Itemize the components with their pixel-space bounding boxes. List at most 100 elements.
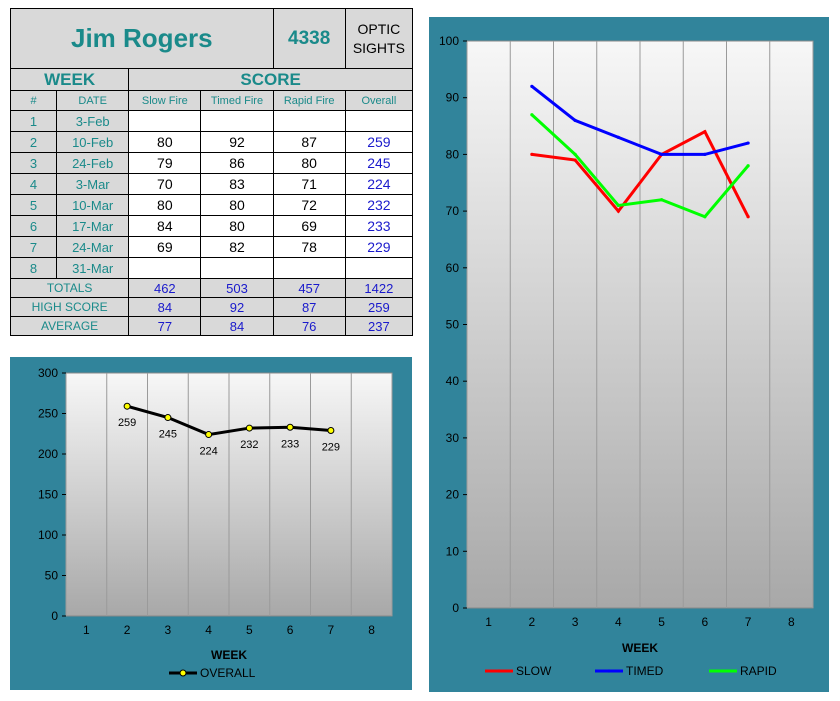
col-header-slow: Slow Fire bbox=[128, 90, 202, 111]
score-cell-date: 17-Mar bbox=[56, 215, 130, 237]
score-cell-overall: 224 bbox=[344, 173, 414, 195]
score-cell-timed: 92 bbox=[200, 131, 274, 153]
legend-label-slow: SLOW bbox=[516, 664, 552, 678]
data-point bbox=[573, 118, 577, 122]
y-tick-label: 50 bbox=[45, 569, 59, 583]
summary-row: HIGH SCORE 84 92 87 259 bbox=[9, 297, 414, 317]
data-point bbox=[616, 135, 620, 139]
data-label: 233 bbox=[281, 438, 299, 450]
data-label: 232 bbox=[240, 439, 258, 451]
summary-label: AVERAGE bbox=[9, 316, 130, 336]
score-section-header: SCORE bbox=[128, 68, 413, 91]
summary-cell-slow: 77 bbox=[128, 316, 202, 336]
score-cell-timed: 86 bbox=[200, 152, 274, 174]
summary-cell-rapid: 457 bbox=[272, 278, 346, 298]
data-point bbox=[205, 431, 213, 439]
data-point bbox=[573, 152, 577, 156]
strings-chart: 0 10 20 30 40 50 60 70 80 90 100 1 2 3 4 5 6 7 8 WEEK SLOW TI… bbox=[439, 34, 814, 678]
score-cell-overall bbox=[344, 257, 414, 279]
data-point bbox=[530, 152, 534, 156]
summary-label: HIGH SCORE bbox=[9, 297, 130, 317]
col-header-num: # bbox=[9, 90, 58, 111]
score-cell-num: 2 bbox=[9, 131, 58, 153]
x-tick-label: 8 bbox=[368, 623, 375, 637]
summary-cell-rapid: 76 bbox=[272, 316, 346, 336]
summary-cell-rapid: 87 bbox=[272, 297, 346, 317]
score-cell-timed bbox=[200, 110, 274, 132]
x-tick-label: 7 bbox=[745, 615, 752, 629]
data-point bbox=[164, 414, 172, 422]
data-label: 224 bbox=[199, 446, 217, 458]
x-tick-label: 5 bbox=[246, 623, 253, 637]
score-cell-num: 4 bbox=[9, 173, 58, 195]
y-tick-label: 50 bbox=[446, 318, 460, 332]
score-cell-date: 10-Feb bbox=[56, 131, 130, 153]
summary-cell-timed: 503 bbox=[200, 278, 274, 298]
score-cell-rapid: 78 bbox=[272, 236, 346, 258]
y-tick-label: 250 bbox=[38, 407, 58, 421]
legend-marker bbox=[179, 669, 187, 677]
score-cell-date: 24-Feb bbox=[56, 152, 130, 174]
y-tick-label: 100 bbox=[439, 34, 459, 48]
x-tick-label: 8 bbox=[788, 615, 795, 629]
x-tick-label: 7 bbox=[328, 623, 335, 637]
y-tick-label: 20 bbox=[446, 488, 460, 502]
legend-label-overall: OVERALL bbox=[200, 666, 256, 680]
legend-label-timed: TIMED bbox=[626, 664, 664, 678]
score-cell-rapid: 72 bbox=[272, 194, 346, 216]
overall-chart-panel: 0 50 100 150 200 250 300 1 2 3 4 5 6 7 8 WEEK OVERALL 259… bbox=[10, 357, 412, 690]
data-point bbox=[703, 215, 707, 219]
week-section-header: WEEK bbox=[9, 68, 130, 91]
x-tick-label: 3 bbox=[165, 623, 172, 637]
data-point bbox=[530, 84, 534, 88]
data-point bbox=[703, 152, 707, 156]
col-header-date: DATE bbox=[56, 90, 130, 111]
category-label: OPTIC SIGHTS bbox=[344, 8, 414, 69]
x-tick-label: 1 bbox=[83, 623, 90, 637]
score-cell-rapid: 87 bbox=[272, 131, 346, 153]
y-tick-label: 10 bbox=[446, 544, 460, 558]
summary-row: TOTALS 462 503 457 1422 bbox=[9, 278, 414, 298]
score-row: 3 24-Feb 79 86 80 245 bbox=[9, 152, 414, 174]
y-tick-label: 150 bbox=[38, 488, 58, 502]
strings-chart-panel: 0 10 20 30 40 50 60 70 80 90 100 1 2 3 4 5 6 7 8 WEEK SLOW TI… bbox=[429, 17, 829, 692]
score-cell-slow: 80 bbox=[128, 131, 202, 153]
score-cell-timed bbox=[200, 257, 274, 279]
summary-label: TOTALS bbox=[9, 278, 130, 298]
legend-label-rapid: RAPID bbox=[740, 664, 777, 678]
score-cell-slow: 79 bbox=[128, 152, 202, 174]
x-axis-label: WEEK bbox=[211, 648, 247, 662]
data-point bbox=[616, 209, 620, 213]
score-row: 5 10-Mar 80 80 72 232 bbox=[9, 194, 414, 216]
x-tick-label: 4 bbox=[615, 615, 622, 629]
summary-cell-overall: 1422 bbox=[344, 278, 414, 298]
summary-cell-slow: 84 bbox=[128, 297, 202, 317]
score-cell-slow bbox=[128, 257, 202, 279]
data-point bbox=[245, 424, 253, 432]
y-tick-label: 300 bbox=[38, 366, 58, 380]
data-point bbox=[123, 402, 131, 410]
score-cell-date: 31-Mar bbox=[56, 257, 130, 279]
score-cell-date: 3-Feb bbox=[56, 110, 130, 132]
data-point bbox=[530, 113, 534, 117]
data-label: 245 bbox=[159, 429, 177, 441]
score-cell-date: 24-Mar bbox=[56, 236, 130, 258]
col-header-overall: Overall bbox=[344, 90, 414, 111]
summary-cell-timed: 92 bbox=[200, 297, 274, 317]
score-cell-num: 5 bbox=[9, 194, 58, 216]
data-point bbox=[746, 164, 750, 168]
score-cell-slow: 84 bbox=[128, 215, 202, 237]
series-line-overall bbox=[126, 404, 331, 437]
data-point bbox=[660, 152, 664, 156]
x-tick-label: 2 bbox=[124, 623, 131, 637]
summary-row: AVERAGE 77 84 76 237 bbox=[9, 316, 414, 336]
score-cell-num: 3 bbox=[9, 152, 58, 174]
data-point bbox=[327, 427, 335, 435]
score-cell-date: 10-Mar bbox=[56, 194, 130, 216]
score-cell-overall bbox=[344, 110, 414, 132]
data-point bbox=[616, 203, 620, 208]
score-cell-timed: 83 bbox=[200, 173, 274, 195]
category-line-1: OPTIC bbox=[357, 20, 401, 37]
data-point bbox=[703, 130, 707, 134]
category-line-2: SIGHTS bbox=[352, 39, 405, 56]
